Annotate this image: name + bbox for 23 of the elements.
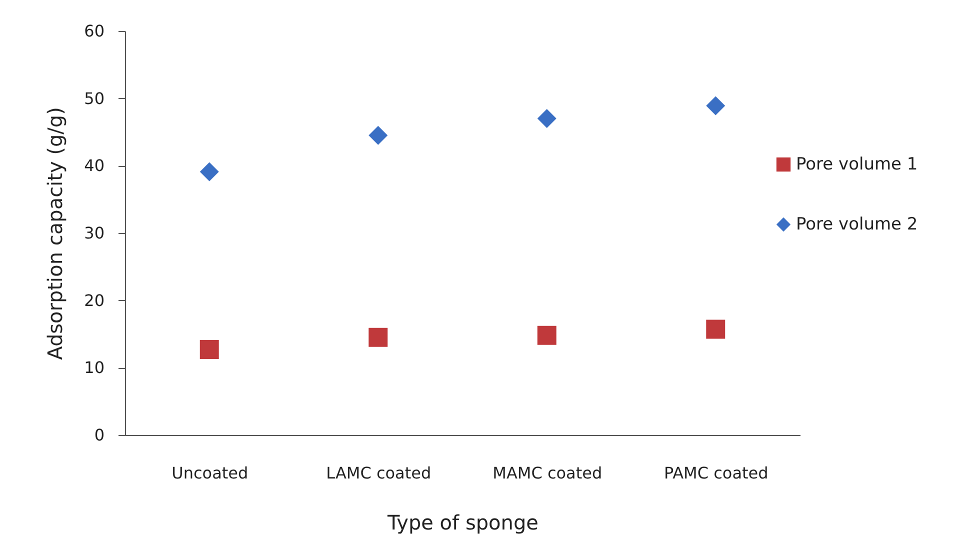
x-tick-label: LAMC coated xyxy=(326,464,432,482)
point xyxy=(537,109,556,128)
legend-label: Pore volume 2 xyxy=(796,214,918,234)
point xyxy=(200,340,219,359)
y-tick-label: 0 xyxy=(94,426,104,444)
legend-label: Pore volume 1 xyxy=(796,154,918,174)
x-tick-label: PAMC coated xyxy=(664,464,768,482)
x-tick-label: Uncoated xyxy=(172,464,248,482)
y-axis-title: Adsorption capacity (g/g) xyxy=(43,107,68,360)
y-tick-label: 40 xyxy=(84,156,104,176)
y-tick-label: 20 xyxy=(84,290,104,310)
x-axis-title: Type of sponge xyxy=(386,510,538,534)
y-tick-label: 30 xyxy=(84,224,104,242)
point xyxy=(706,320,726,339)
x-tick-label: MAMC coated xyxy=(492,464,602,482)
point xyxy=(368,126,388,145)
point xyxy=(200,162,219,182)
point xyxy=(368,328,388,347)
point xyxy=(537,326,556,345)
y-tick-label: 50 xyxy=(84,88,104,108)
y-tick-label: 10 xyxy=(84,358,104,378)
y-tick-label: 60 xyxy=(84,22,104,40)
point xyxy=(706,96,726,116)
